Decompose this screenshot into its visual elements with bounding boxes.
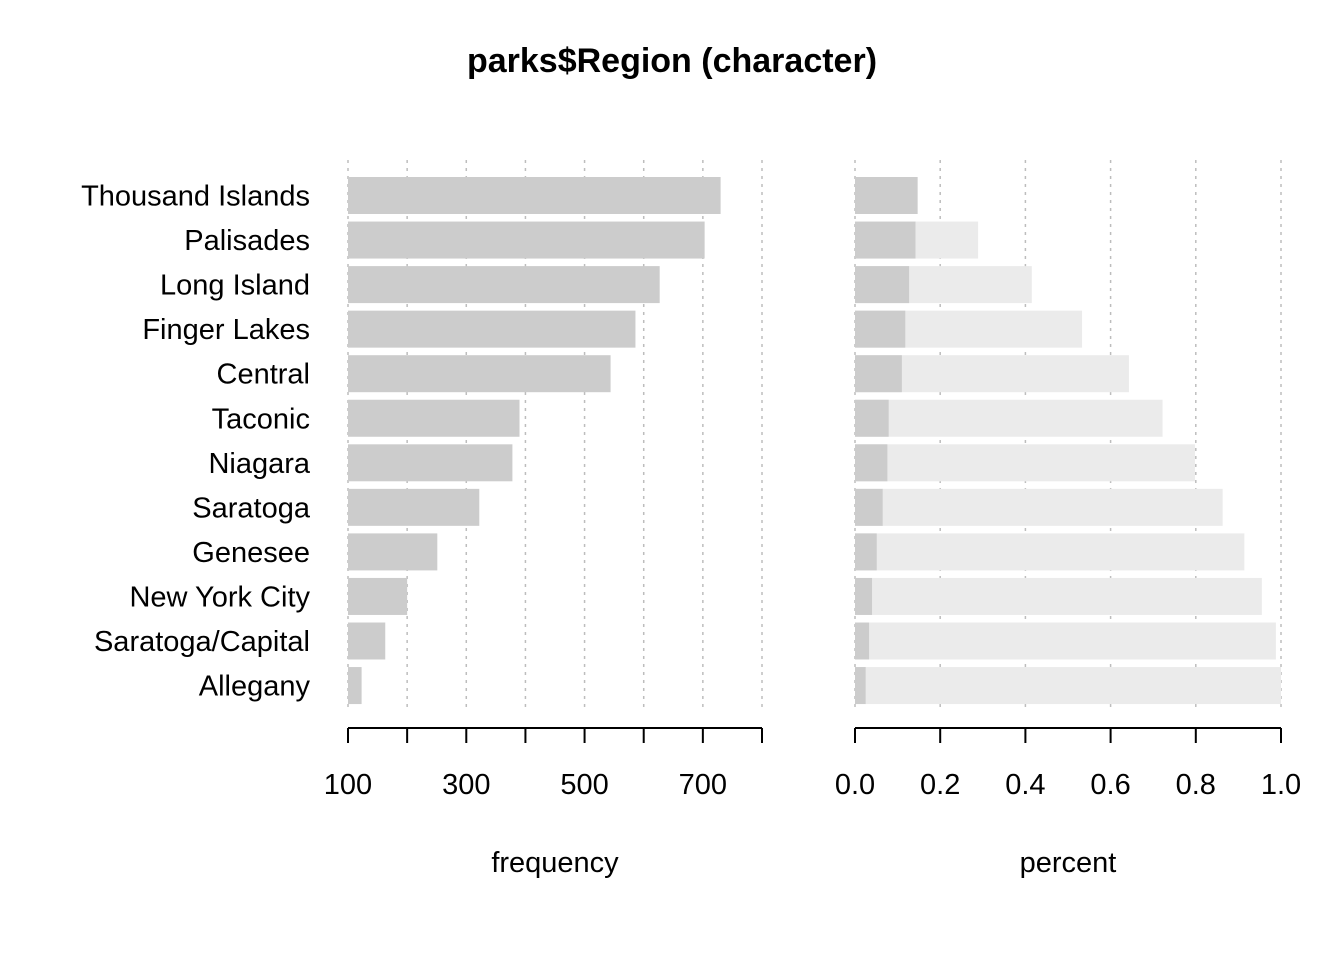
frequency-bar — [348, 622, 386, 660]
frequency-bar — [348, 355, 611, 393]
frequency-bar — [348, 667, 362, 705]
category-label: Palisades — [184, 225, 310, 257]
category-label: New York City — [129, 581, 310, 613]
category-label: Genesee — [192, 537, 310, 569]
x-tick-label: 0.8 — [1176, 769, 1216, 801]
x-tick-label: 100 — [324, 769, 372, 801]
frequency-axis: 100 300 500 700 — [324, 727, 763, 801]
category-label: Taconic — [212, 403, 310, 435]
frequency-bar — [348, 266, 660, 304]
cumulative-percent-bar — [855, 399, 1163, 437]
cumulative-percent-bar — [855, 667, 1281, 705]
percent-bar — [855, 355, 902, 393]
frequency-bar — [348, 488, 480, 526]
percent-cumulative-bars — [855, 177, 1281, 705]
percent-panel: 0.0 0.2 0.4 0.6 0.8 1.0 percent — [835, 160, 1301, 879]
category-label: Finger Lakes — [142, 314, 310, 346]
frequency-bar — [348, 310, 636, 348]
category-label: Allegany — [199, 671, 311, 703]
cumulative-percent-bar — [855, 533, 1245, 571]
percent-bar — [855, 533, 877, 571]
percent-bars — [855, 177, 918, 705]
percent-bar — [855, 177, 918, 214]
percent-axis-label: percent — [1020, 847, 1117, 879]
x-tick-label: 700 — [679, 769, 727, 801]
cumulative-percent-bar — [855, 444, 1195, 482]
x-tick-label: 0.0 — [835, 769, 875, 801]
frequency-bar — [348, 533, 438, 571]
percent-bar — [855, 266, 910, 304]
x-tick-label: 0.6 — [1090, 769, 1130, 801]
percent-bar — [855, 577, 873, 615]
frequency-bars — [348, 177, 721, 705]
percent-bar — [855, 444, 888, 482]
category-label: Niagara — [208, 448, 310, 480]
frequency-bar — [348, 221, 705, 259]
cumulative-percent-bar — [855, 488, 1223, 526]
category-label: Saratoga — [192, 492, 311, 524]
frequency-bar — [348, 399, 520, 437]
category-label: Thousand Islands — [81, 181, 310, 213]
cumulative-percent-bar — [855, 622, 1276, 660]
frequency-axis-label: frequency — [491, 847, 619, 879]
x-tick-label: 0.2 — [920, 769, 960, 801]
category-label: Saratoga/Capital — [94, 626, 310, 658]
percent-bar — [855, 399, 889, 437]
percent-bar — [855, 488, 883, 526]
frequency-bar — [348, 177, 721, 214]
x-tick-label: 300 — [442, 769, 490, 801]
x-tick-label: 0.4 — [1005, 769, 1045, 801]
cumulative-percent-bar — [855, 577, 1262, 615]
percent-bar — [855, 221, 916, 259]
frequency-bar — [348, 444, 513, 482]
category-label: Central — [217, 359, 311, 391]
percent-bar — [855, 622, 870, 660]
percent-bar — [855, 667, 866, 705]
frequency-bar — [348, 577, 408, 615]
category-labels: Thousand Islands Palisades Long Island Fing… — [81, 181, 311, 703]
frequency-panel: 100 300 500 700 frequency — [324, 160, 763, 879]
x-tick-label: 1.0 — [1261, 769, 1301, 801]
percent-axis: 0.0 0.2 0.4 0.6 0.8 1.0 — [835, 727, 1301, 801]
x-tick-label: 500 — [560, 769, 608, 801]
chart-title: parks$Region (character) — [467, 42, 877, 80]
percent-bar — [855, 310, 906, 348]
category-label: Long Island — [160, 270, 310, 302]
